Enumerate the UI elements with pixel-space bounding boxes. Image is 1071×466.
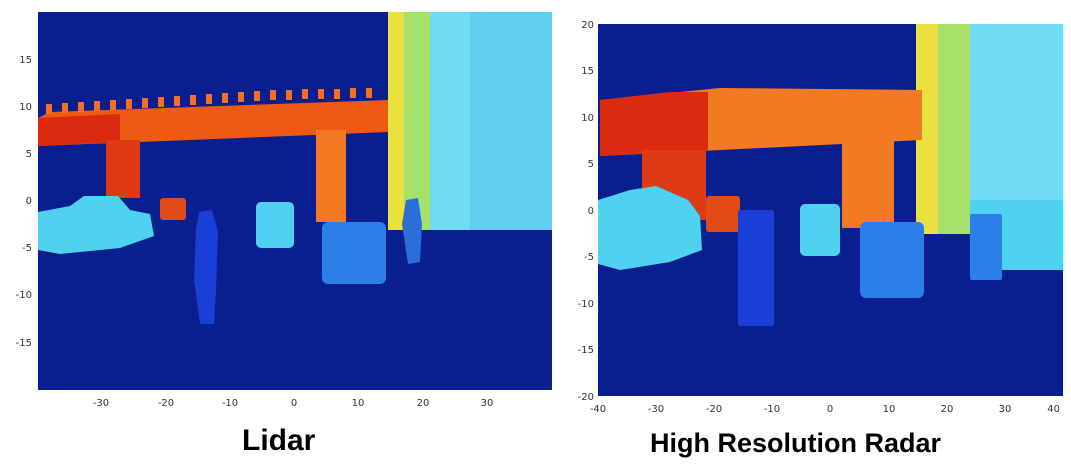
x-tick: 30 xyxy=(999,404,1012,415)
pedestrian-right xyxy=(402,198,422,264)
lidar-panel: -30 -20 -10 0 10 20 30 15 10 5 0 -5 -10 … xyxy=(16,12,552,457)
y-tick: 10 xyxy=(19,102,32,113)
radar-title: High Resolution Radar xyxy=(650,428,942,458)
x-tick: -10 xyxy=(764,404,780,415)
y-tick: -10 xyxy=(578,299,594,310)
x-tick: -40 xyxy=(590,404,606,415)
radar-plot: -40 -30 -20 -10 0 10 20 30 40 20 15 10 5… xyxy=(578,20,1063,415)
y-tick: 20 xyxy=(581,20,594,31)
left-car xyxy=(38,196,154,254)
x-tick: -10 xyxy=(222,398,238,409)
bridge-deck-left xyxy=(600,92,708,156)
x-tick: 20 xyxy=(417,398,430,409)
x-tick: -20 xyxy=(158,398,174,409)
building-light-cyan xyxy=(470,12,552,230)
x-tick: -20 xyxy=(706,404,722,415)
lidar-x-ticks: -30 -20 -10 0 10 20 30 xyxy=(93,398,494,409)
x-tick: 30 xyxy=(481,398,494,409)
bridge-deck xyxy=(38,100,388,146)
left-car xyxy=(598,186,702,270)
y-tick: 5 xyxy=(588,159,594,170)
middle-car xyxy=(256,202,294,248)
radar-y-ticks: 20 15 10 5 0 -5 -10 -15 -20 xyxy=(578,20,594,403)
pedestrian-left xyxy=(194,210,218,324)
y-tick: -15 xyxy=(578,345,594,356)
x-tick: 0 xyxy=(291,398,297,409)
y-tick: 0 xyxy=(588,206,594,217)
y-tick: 5 xyxy=(26,149,32,160)
y-tick: 15 xyxy=(19,55,32,66)
lidar-y-ticks: 15 10 5 0 -5 -10 -15 xyxy=(16,55,32,349)
blue-car xyxy=(860,222,924,298)
lidar-title: Lidar xyxy=(242,424,316,457)
y-tick: -5 xyxy=(584,252,594,263)
x-tick: -30 xyxy=(648,404,664,415)
y-tick: 10 xyxy=(581,113,594,124)
y-tick: -15 xyxy=(16,338,32,349)
building-green xyxy=(404,12,434,230)
lidar-plot: -30 -20 -10 0 10 20 30 15 10 5 0 -5 -10 … xyxy=(16,12,552,409)
x-tick: 40 xyxy=(1047,404,1060,415)
y-tick: -5 xyxy=(22,243,32,254)
y-tick: -20 xyxy=(578,392,594,403)
x-tick: -30 xyxy=(93,398,109,409)
bridge-crenellations xyxy=(46,88,372,114)
radar-x-ticks: -40 -30 -20 -10 0 10 20 30 40 xyxy=(590,404,1060,415)
pedestrian-left xyxy=(738,210,774,326)
y-tick: 0 xyxy=(26,196,32,207)
radar-panel: -40 -30 -20 -10 0 10 20 30 40 20 15 10 5… xyxy=(560,0,1071,466)
y-tick: 15 xyxy=(581,66,594,77)
y-tick: -10 xyxy=(16,290,32,301)
building-green xyxy=(938,24,972,234)
x-tick: 0 xyxy=(827,404,833,415)
left-pillar xyxy=(106,140,140,198)
blue-car xyxy=(322,222,386,284)
middle-car xyxy=(800,204,840,256)
x-tick: 10 xyxy=(883,404,896,415)
right-pillar xyxy=(316,130,346,222)
bridge-deck-left xyxy=(38,114,120,146)
building-cyan xyxy=(970,24,1063,234)
pedestrian-right xyxy=(970,214,1002,280)
right-pillar xyxy=(842,140,894,228)
x-tick: 20 xyxy=(941,404,954,415)
small-red-object xyxy=(706,196,740,232)
small-red-object xyxy=(160,198,186,220)
x-tick: 10 xyxy=(352,398,365,409)
